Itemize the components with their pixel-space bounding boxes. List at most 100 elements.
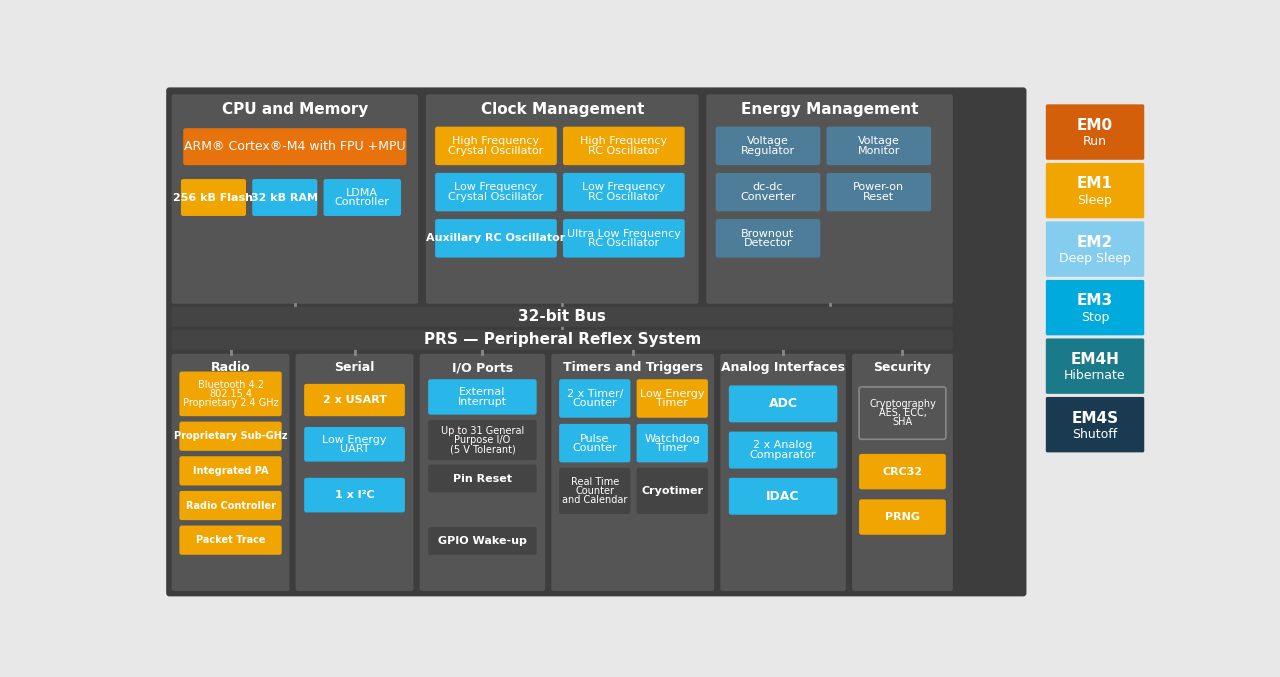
FancyBboxPatch shape	[252, 179, 317, 216]
FancyBboxPatch shape	[1046, 280, 1144, 335]
Text: and Calendar: and Calendar	[562, 495, 627, 505]
FancyBboxPatch shape	[166, 87, 1027, 596]
FancyBboxPatch shape	[426, 94, 699, 304]
Text: (5 V Tolerant): (5 V Tolerant)	[449, 444, 516, 454]
Text: 2 x USART: 2 x USART	[323, 395, 387, 405]
Text: LDMA: LDMA	[347, 188, 379, 198]
FancyBboxPatch shape	[559, 379, 631, 418]
Text: Cryptography: Cryptography	[869, 399, 936, 409]
Text: Crystal Oscillator: Crystal Oscillator	[448, 192, 544, 202]
FancyBboxPatch shape	[636, 468, 708, 514]
Text: Energy Management: Energy Management	[741, 102, 918, 117]
FancyBboxPatch shape	[859, 500, 946, 535]
Text: ARM® Cortex®-M4 with FPU +MPU: ARM® Cortex®-M4 with FPU +MPU	[184, 140, 406, 153]
FancyBboxPatch shape	[179, 525, 282, 554]
Text: High Frequency: High Frequency	[452, 136, 540, 146]
FancyBboxPatch shape	[721, 354, 846, 591]
Text: Voltage: Voltage	[748, 136, 788, 146]
Text: Pin Reset: Pin Reset	[453, 473, 512, 483]
Text: Controller: Controller	[335, 197, 389, 207]
Text: Regulator: Regulator	[741, 146, 795, 156]
FancyBboxPatch shape	[172, 354, 289, 591]
Text: Run: Run	[1083, 135, 1107, 148]
FancyBboxPatch shape	[435, 219, 557, 257]
Text: RC Oscillator: RC Oscillator	[589, 238, 659, 248]
Text: RC Oscillator: RC Oscillator	[589, 146, 659, 156]
FancyBboxPatch shape	[859, 454, 946, 489]
Text: Sleep: Sleep	[1078, 194, 1112, 206]
Text: Shutoff: Shutoff	[1073, 428, 1117, 441]
Text: EM0: EM0	[1076, 118, 1114, 133]
Text: Timer: Timer	[657, 398, 689, 408]
Text: Low Frequency: Low Frequency	[454, 183, 538, 192]
Text: Ultra Low Frequency: Ultra Low Frequency	[567, 229, 681, 239]
Text: UART: UART	[339, 444, 369, 454]
FancyBboxPatch shape	[552, 354, 714, 591]
Text: High Frequency: High Frequency	[580, 136, 667, 146]
Text: IDAC: IDAC	[767, 489, 800, 503]
Text: RC Oscillator: RC Oscillator	[589, 192, 659, 202]
FancyBboxPatch shape	[636, 424, 708, 462]
Text: Counter: Counter	[575, 486, 614, 496]
FancyBboxPatch shape	[428, 379, 536, 414]
Text: Serial: Serial	[334, 362, 375, 374]
Text: 32 kB RAM: 32 kB RAM	[251, 192, 319, 202]
Text: Pulse: Pulse	[580, 433, 609, 443]
Text: Converter: Converter	[740, 192, 796, 202]
FancyBboxPatch shape	[305, 427, 404, 462]
Text: Comparator: Comparator	[750, 450, 817, 460]
Text: EM4S: EM4S	[1071, 410, 1119, 426]
FancyBboxPatch shape	[324, 179, 401, 216]
Text: 2 x Analog: 2 x Analog	[754, 441, 813, 450]
Text: Radio: Radio	[211, 362, 251, 374]
FancyBboxPatch shape	[563, 219, 685, 257]
Text: SHA: SHA	[892, 417, 913, 427]
FancyBboxPatch shape	[305, 384, 404, 416]
FancyBboxPatch shape	[559, 424, 631, 462]
FancyBboxPatch shape	[1046, 163, 1144, 218]
Text: PRS — Peripheral Reflex System: PRS — Peripheral Reflex System	[424, 332, 701, 347]
FancyBboxPatch shape	[179, 491, 282, 520]
FancyBboxPatch shape	[636, 379, 708, 418]
FancyBboxPatch shape	[296, 354, 413, 591]
FancyBboxPatch shape	[172, 307, 952, 327]
FancyBboxPatch shape	[1046, 338, 1144, 394]
Text: 802.15.4: 802.15.4	[209, 389, 252, 399]
FancyBboxPatch shape	[1046, 221, 1144, 277]
FancyBboxPatch shape	[179, 422, 282, 451]
Text: Power-on: Power-on	[854, 183, 905, 192]
FancyBboxPatch shape	[179, 456, 282, 485]
Text: EM3: EM3	[1076, 293, 1114, 309]
FancyBboxPatch shape	[559, 468, 631, 514]
FancyBboxPatch shape	[435, 173, 557, 211]
Text: GPIO Wake-up: GPIO Wake-up	[438, 536, 527, 546]
Text: Reset: Reset	[863, 192, 895, 202]
FancyBboxPatch shape	[420, 354, 545, 591]
Text: AES, ECC,: AES, ECC,	[878, 408, 927, 418]
FancyBboxPatch shape	[172, 94, 419, 304]
FancyBboxPatch shape	[1046, 104, 1144, 160]
FancyBboxPatch shape	[563, 127, 685, 165]
Text: Up to 31 General: Up to 31 General	[440, 426, 524, 436]
Text: Radio Controller: Radio Controller	[186, 500, 275, 510]
Text: 1 x I²C: 1 x I²C	[334, 490, 374, 500]
FancyBboxPatch shape	[183, 128, 407, 165]
FancyBboxPatch shape	[428, 464, 536, 492]
FancyBboxPatch shape	[852, 354, 952, 591]
Text: EM4H: EM4H	[1070, 352, 1120, 367]
FancyBboxPatch shape	[827, 173, 931, 211]
Text: Proprietary Sub-GHz: Proprietary Sub-GHz	[174, 431, 287, 441]
Text: Timers and Triggers: Timers and Triggers	[563, 362, 703, 374]
FancyBboxPatch shape	[827, 127, 931, 165]
FancyBboxPatch shape	[728, 385, 837, 422]
FancyBboxPatch shape	[707, 94, 952, 304]
Text: CRC32: CRC32	[882, 466, 923, 477]
Text: Stop: Stop	[1080, 311, 1110, 324]
FancyBboxPatch shape	[1046, 397, 1144, 452]
Text: Proprietary 2.4 GHz: Proprietary 2.4 GHz	[183, 398, 278, 408]
FancyBboxPatch shape	[716, 173, 820, 211]
FancyBboxPatch shape	[428, 527, 536, 554]
Text: Brownout: Brownout	[741, 229, 795, 239]
FancyBboxPatch shape	[716, 127, 820, 165]
Text: Low Frequency: Low Frequency	[582, 183, 666, 192]
